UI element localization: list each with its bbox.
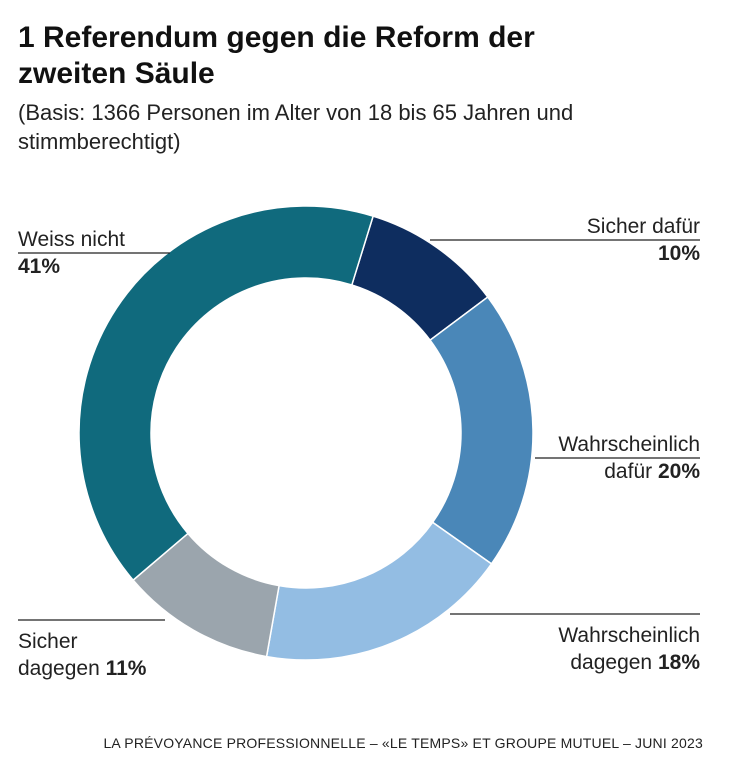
category-label: Wahrscheinlich dafür (558, 433, 700, 483)
donut-slice (429, 295, 534, 565)
slice-label: Sicher dagegen 11% (18, 628, 156, 682)
category-label: Sicher dafür (586, 215, 700, 238)
value-label: 10% (657, 242, 700, 265)
value-label: 18% (657, 651, 700, 674)
chart-subtitle: (Basis: 1366 Personen im Alter von 18 bi… (18, 100, 574, 154)
donut-slice (265, 521, 493, 661)
value-label: 20% (657, 460, 700, 483)
chart-title: 1 Referendum gegen die Reform der zweite… (18, 21, 535, 90)
category-label: Wahrscheinlich dagegen (558, 624, 700, 674)
slice-label: Wahrscheinlich dagegen 18% (535, 622, 700, 676)
value-label: 11% (105, 657, 147, 680)
slice-label: Sicher dafür 10% (500, 213, 700, 267)
donut-slice (78, 205, 375, 582)
slice-label: Weiss nicht 41% (18, 226, 218, 280)
category-label: Sicher dagegen (18, 630, 100, 680)
source: LA PRÉVOYANCE PROFESSIONNELLE – «LE TEMP… (103, 735, 703, 751)
slice-label: Wahrscheinlich dafür 20% (535, 431, 700, 485)
category-label: Weiss nicht (18, 228, 125, 251)
value-label: 41% (18, 255, 61, 278)
